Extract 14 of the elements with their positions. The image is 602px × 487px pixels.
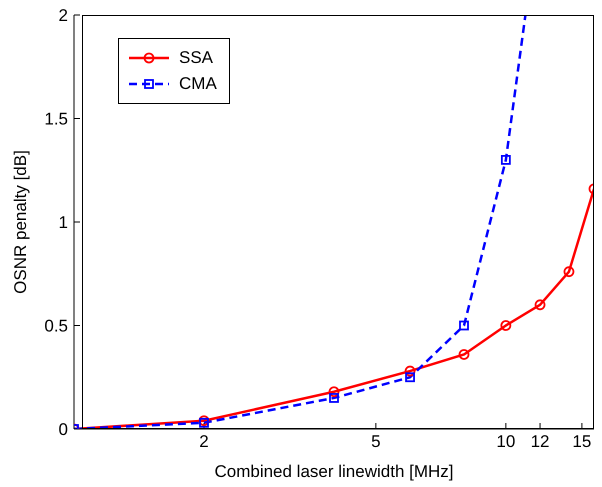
y-tick-label: 0: [58, 420, 68, 440]
x-tick-label: 10: [496, 432, 516, 452]
x-tick-label: 2: [199, 432, 209, 452]
legend-label: SSA: [179, 48, 214, 68]
y-tick-label: 0.5: [44, 316, 68, 336]
legend-label: CMA: [179, 74, 217, 94]
x-tick-label: 15: [572, 432, 592, 452]
x-tick-label: 5: [371, 432, 381, 452]
y-tick-label: 1.5: [44, 110, 68, 129]
x-tick-label: 12: [530, 432, 550, 452]
y-tick-label: 1: [58, 213, 68, 232]
y-tick-label: 2: [58, 6, 68, 26]
y-axis-title: OSNR penalty [dB]: [11, 150, 30, 294]
x-axis-title: Combined laser linewidth [MHz]: [214, 462, 454, 481]
